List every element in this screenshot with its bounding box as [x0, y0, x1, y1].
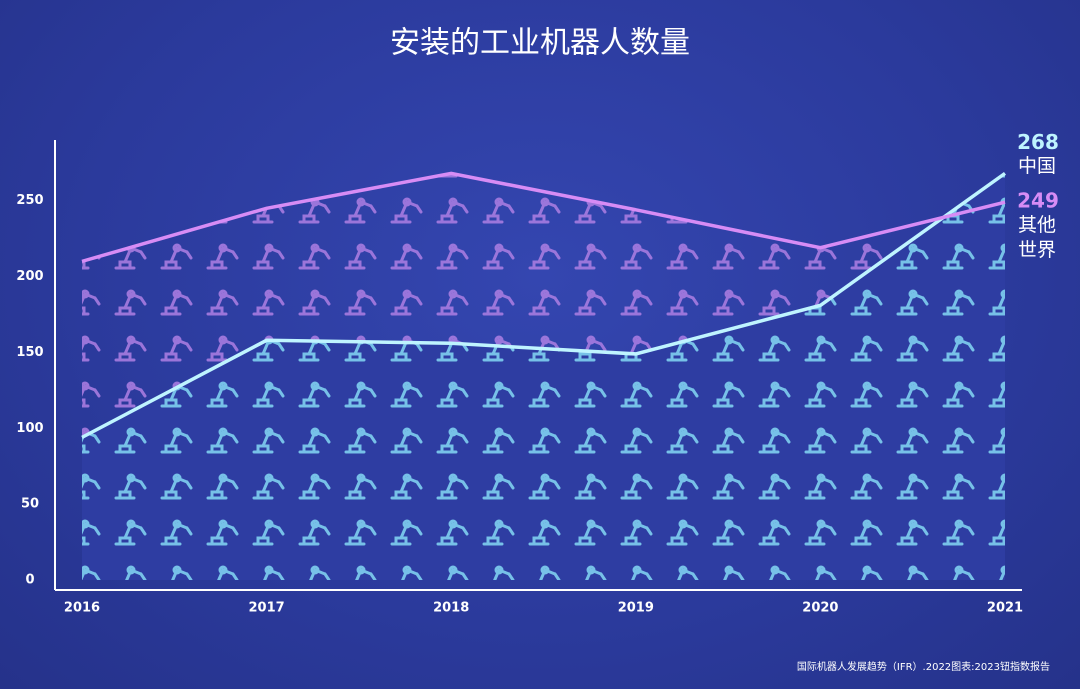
- x-tick-label: 2021: [987, 601, 1023, 616]
- y-tick-label: 100: [16, 421, 43, 436]
- source-note: 国际机器人发展趋势（IFR）.2022图表:2023钮指数报告: [797, 660, 1050, 673]
- x-tick-label: 2017: [249, 601, 285, 616]
- line: [81, 171, 1006, 264]
- x-tick-label: 2020: [802, 601, 838, 616]
- x-tick-label: 2019: [618, 601, 654, 616]
- y-tick-label: 50: [21, 497, 39, 512]
- y-tick-label: 150: [16, 345, 43, 360]
- series-label: 中国: [1018, 155, 1057, 178]
- area: [82, 173, 1005, 580]
- x-tick-label: 2018: [433, 601, 469, 616]
- y-tick-label: 250: [16, 193, 43, 208]
- line: [81, 171, 1007, 439]
- series-label: 其他世界: [1018, 214, 1057, 262]
- data-label: 268: [1017, 130, 1059, 154]
- x-tick-label: 2016: [64, 601, 100, 616]
- data-label: 249: [1017, 189, 1059, 213]
- y-tick-label: 0: [25, 573, 34, 588]
- chart-title: 安装的工业机器人数量: [390, 26, 690, 61]
- y-tick-label: 200: [16, 269, 43, 284]
